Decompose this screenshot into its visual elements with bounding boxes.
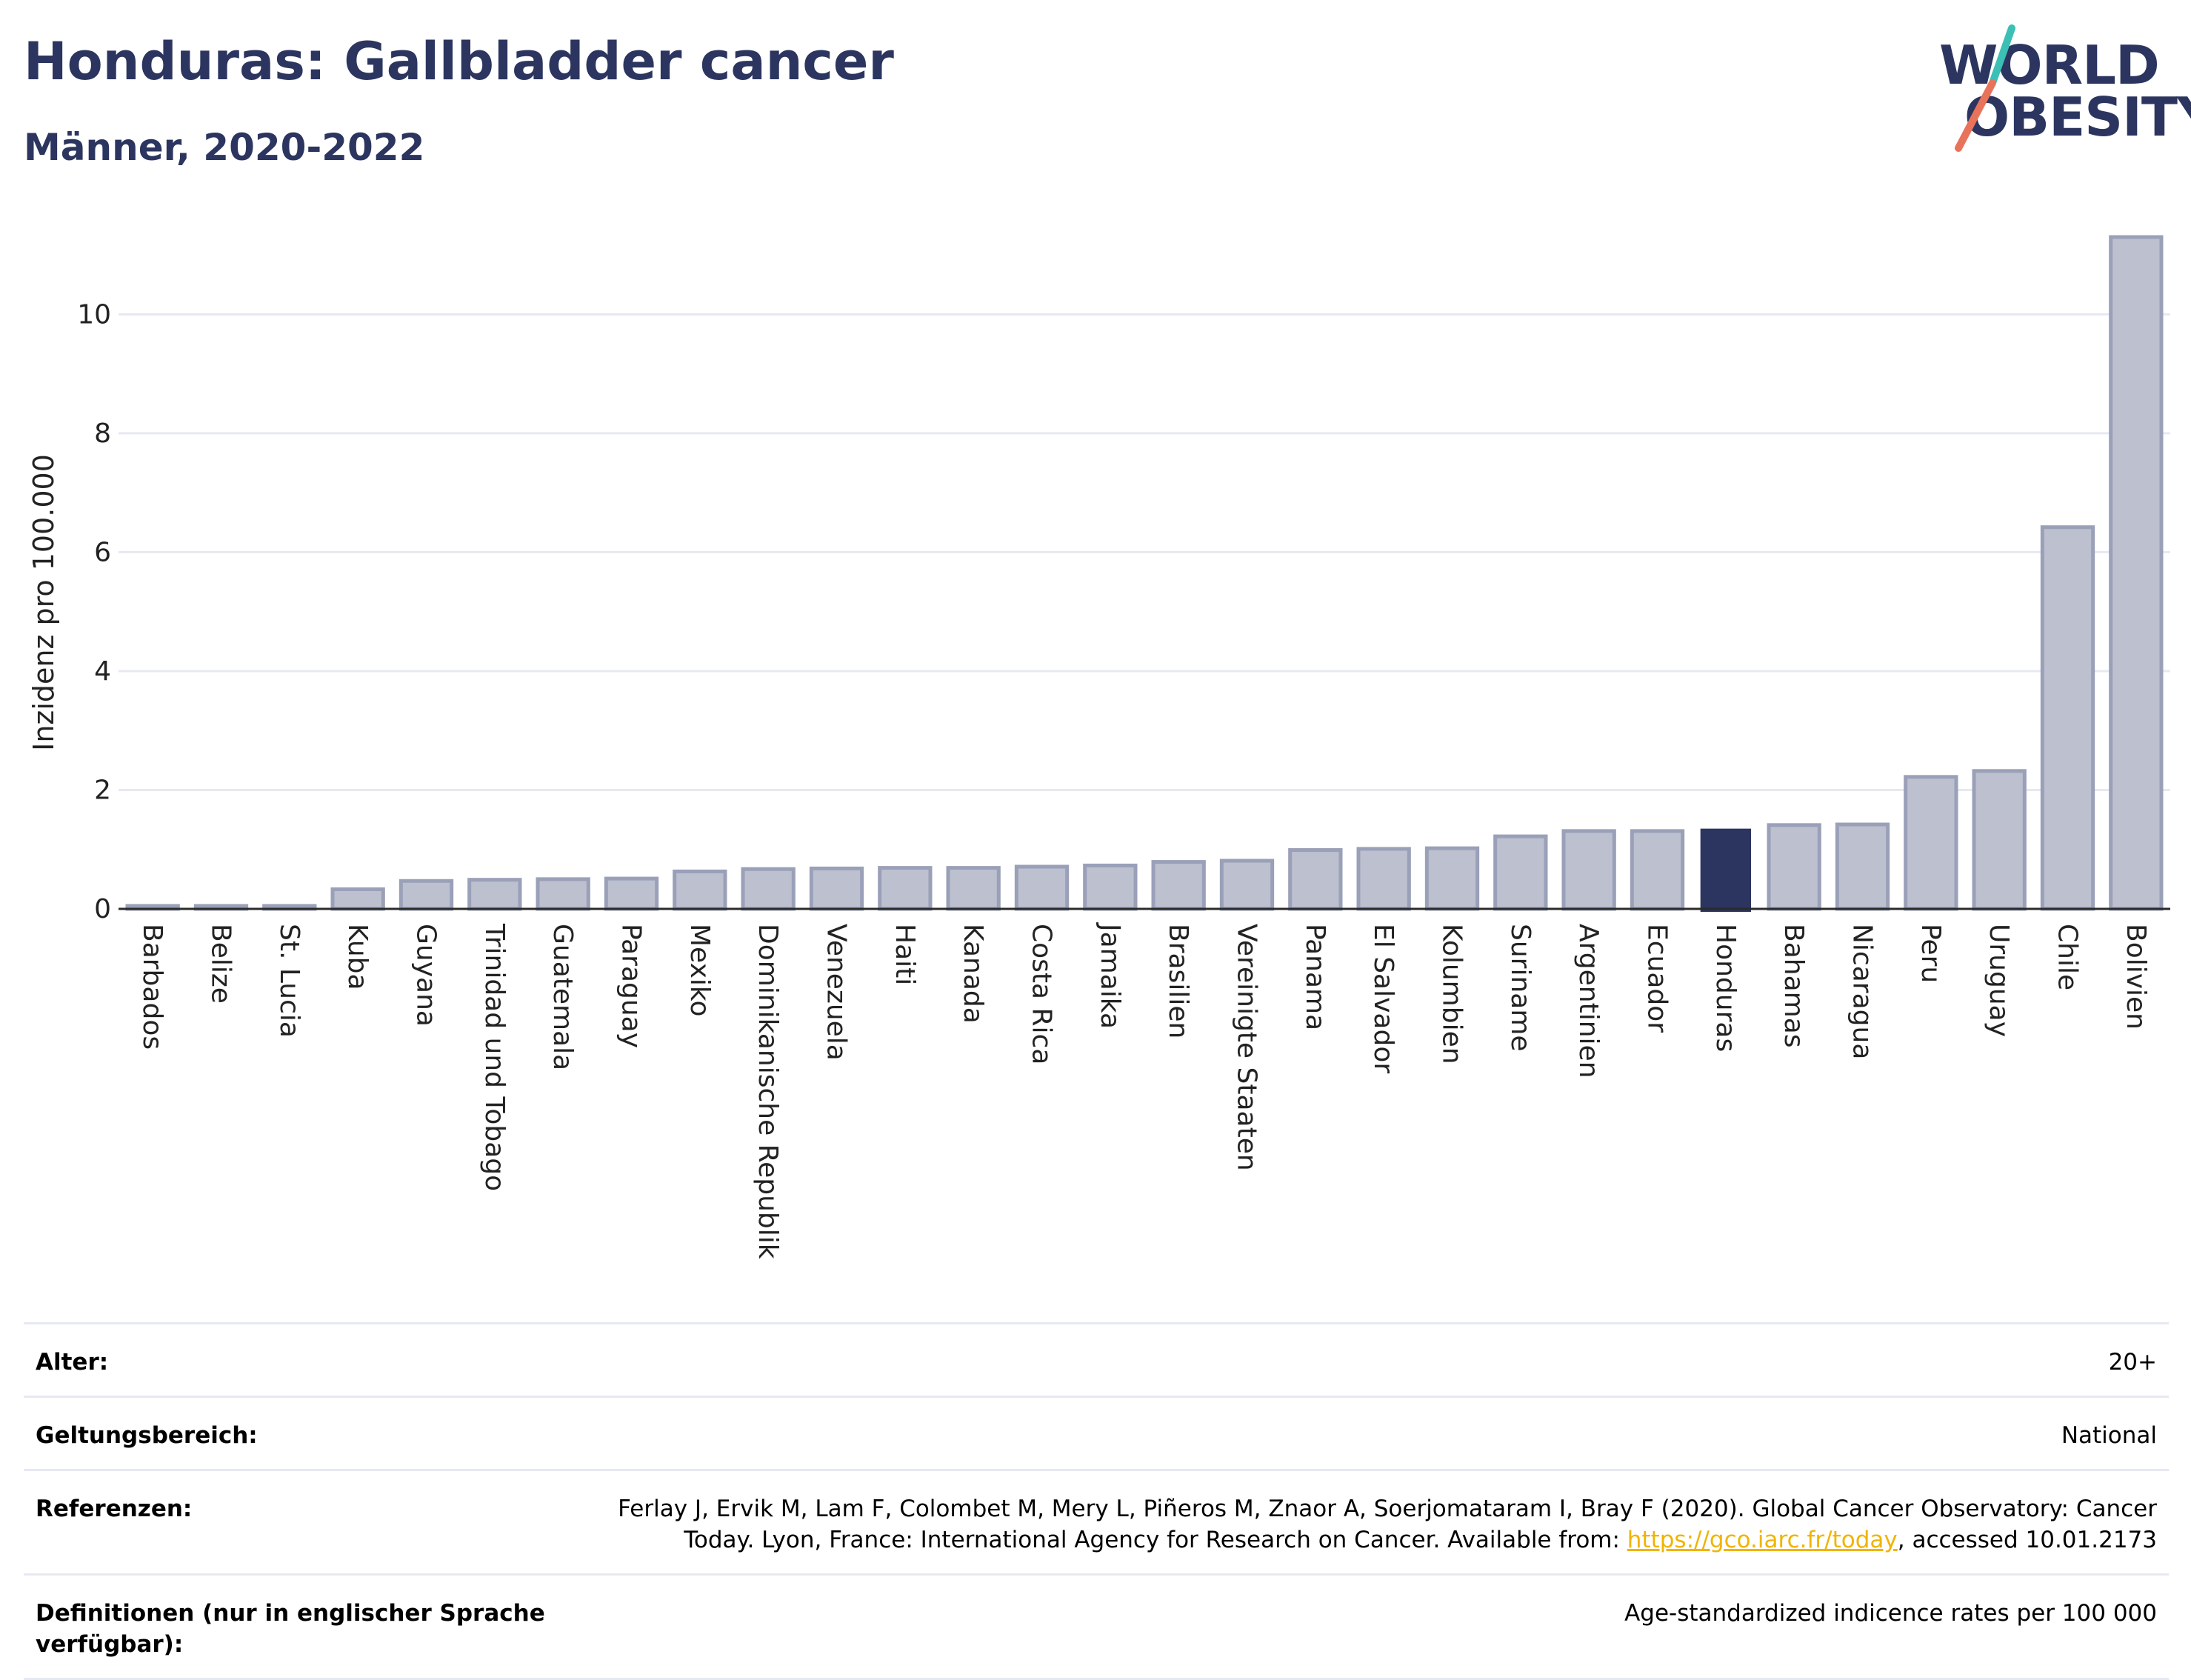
x-tick-label: Uruguay: [1984, 924, 2014, 1037]
x-tick-label: Venezuela: [821, 924, 852, 1061]
bar-guyana: [398, 879, 454, 911]
bar-venezuela: [809, 866, 864, 911]
reference-link[interactable]: https://gco.iarc.fr/today: [1627, 1527, 1898, 1553]
x-tick-label: Dominikanische Republik: [753, 924, 783, 1259]
x-tick-label: Argentinien: [1573, 924, 1604, 1079]
y-tick-label: 4: [94, 656, 111, 687]
meta-row-age: Alter: 20+: [24, 1322, 2169, 1396]
bar-argentinien: [1561, 829, 1616, 911]
bar-nicaragua: [1835, 822, 1890, 911]
bar-chart: 0 2 4 6 8 10 Barbados Belize St. Lucia Kuba Guyan…: [27, 235, 2170, 1259]
bar-chile: [2040, 525, 2095, 911]
bar-ecuador: [1630, 829, 1685, 911]
y-tick-label: 6: [94, 537, 111, 567]
bars: [125, 235, 2164, 912]
x-tick-label: Honduras: [1710, 924, 1741, 1052]
bar-el-salvador: [1356, 847, 1411, 911]
x-tick-label: Jamaika: [1095, 922, 1125, 1029]
meta-label: Alter:: [36, 1349, 109, 1376]
x-tick-label: Bolivien: [2121, 924, 2151, 1030]
meta-label: Definitionen (nur in englischer Sprache …: [36, 1600, 545, 1658]
x-tick-label: Nicaragua: [1847, 924, 1878, 1059]
x-tick-label: Bahamas: [1778, 924, 1809, 1048]
x-tick-label: Ecuador: [1642, 924, 1673, 1033]
x-tick-label: Guatemala: [547, 924, 578, 1070]
grid-lines: [119, 313, 2170, 791]
bar-dominikanische-republik: [741, 867, 796, 911]
x-tick-label: Mexiko: [684, 924, 715, 1016]
x-tick-label: Kuba: [342, 924, 373, 990]
x-tick-label: Brasilien: [1163, 924, 1193, 1039]
bar-bolivien: [2109, 235, 2164, 911]
bar-trinidad-und-tobago: [467, 878, 522, 911]
y-tick-label: 0: [94, 894, 111, 924]
meta-value: Ferlay J, Ervik M, Lam F, Colombet M, Me…: [564, 1493, 2157, 1556]
meta-value: 20+: [2108, 1349, 2157, 1376]
y-tick-label: 8: [94, 419, 111, 449]
world-obesity-logo: WORLD OBESITY: [1926, 22, 2191, 163]
reference-text: Ferlay J, Ervik M, Lam F, Colombet M, Me…: [618, 1496, 2157, 1553]
bar-suriname: [1493, 834, 1548, 911]
logo-slash-icon: [1955, 24, 2015, 152]
x-tick-label: Belize: [206, 924, 236, 1004]
y-axis-label: Inzidenz pro 100.000: [27, 454, 60, 751]
x-tick-label: Chile: [2052, 924, 2083, 990]
bar-jamaika: [1083, 863, 1138, 911]
y-tick-label: 2: [94, 775, 111, 805]
x-tick-label: St. Lucia: [274, 924, 304, 1038]
bar-guatemala: [536, 877, 590, 911]
meta-value: Age-standardized indicence rates per 100…: [1624, 1600, 2157, 1627]
bar-bahamas: [1767, 823, 1821, 911]
bar-kolumbien: [1424, 846, 1480, 911]
x-tick-label: Costa Rica: [1027, 924, 1057, 1064]
bar-honduras: [1700, 828, 1751, 912]
x-tick-label: Guyana: [411, 924, 441, 1027]
meta-label: Geltungsbereich:: [36, 1422, 258, 1449]
chart-subtitle: Männer, 2020-2022: [24, 126, 425, 169]
x-tick-label: Kolumbien: [1437, 924, 1467, 1064]
meta-row-definitions: Definitionen (nur in englischer Sprache …: [24, 1573, 2169, 1680]
bar-paraguay: [604, 876, 659, 911]
reference-accessed: , accessed 10.01.2173: [1897, 1527, 2157, 1553]
x-tick-label: Suriname: [1505, 924, 1535, 1052]
x-tick-label: Kanada: [958, 924, 988, 1024]
x-tick-label: El Salvador: [1368, 924, 1398, 1073]
y-tick-labels: 0 2 4 6 8 10: [77, 299, 111, 924]
bar-peru: [1904, 775, 1958, 911]
x-tick-label: Peru: [1915, 924, 1946, 983]
bar-panama: [1288, 848, 1343, 911]
x-tick-label: Barbados: [137, 924, 167, 1050]
metadata-table: Alter: 20+ Geltungsbereich: National Ref…: [24, 1322, 2169, 1680]
meta-row-scope: Geltungsbereich: National: [24, 1396, 2169, 1469]
y-tick-label: 10: [77, 299, 111, 330]
x-tick-label: Paraguay: [616, 924, 647, 1048]
chart-title: Honduras: Gallbladder cancer: [24, 31, 894, 92]
meta-row-references: Referenzen: Ferlay J, Ervik M, Lam F, Co…: [24, 1469, 2169, 1573]
x-tick-label: Haiti: [890, 924, 920, 985]
x-tick-label: Vereinigte Staaten: [1232, 924, 1262, 1171]
bar-mexiko: [673, 869, 727, 911]
x-tick-label: Panama: [1300, 924, 1330, 1030]
bar-brasilien: [1151, 860, 1206, 911]
bar-kuba: [330, 887, 385, 911]
bar-costa-rica: [1014, 864, 1070, 911]
x-tick-labels: Barbados Belize St. Lucia Kuba Guyana Trinida…: [137, 922, 2151, 1259]
logo-line-2: OBESITY: [1964, 86, 2191, 148]
bar-vereinigte-staaten: [1219, 859, 1275, 911]
logo-line-1: WORLD: [1939, 34, 2160, 96]
bar-kanada: [946, 866, 1001, 911]
meta-label: Referenzen:: [36, 1496, 193, 1522]
bar-haiti: [878, 866, 933, 911]
x-tick-label: Trinidad und Tobago: [479, 923, 510, 1191]
meta-value: National: [2061, 1422, 2157, 1449]
bar-uruguay: [1972, 769, 2027, 911]
